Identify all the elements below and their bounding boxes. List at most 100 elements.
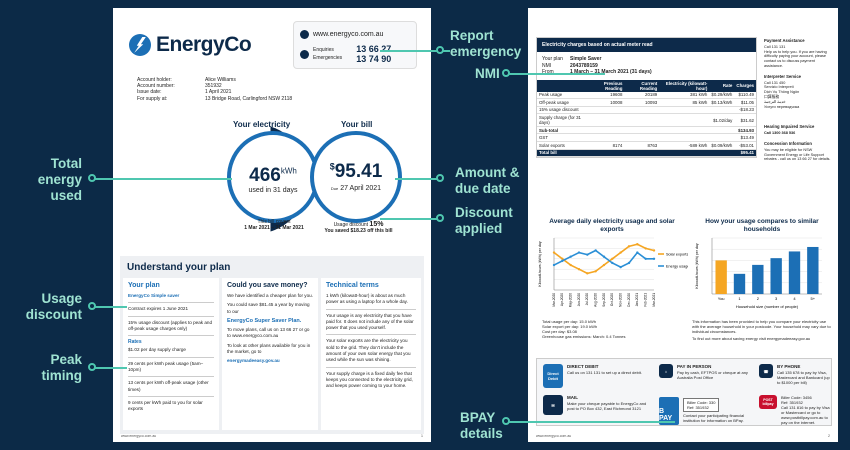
x-tick-label: 1 <box>738 296 741 301</box>
x-tick-label: 3 <box>775 296 778 301</box>
globe-icon <box>300 30 309 39</box>
charges-row: Solar exports 8174 8763 -589 kWh $0.09/kWh -$… <box>537 141 756 150</box>
enquiries-number[interactable]: 13 66 27 <box>356 44 392 54</box>
nmi-value: 2043789159 <box>570 62 598 69</box>
super-saver-plan: EnergyCo Super Saver Plan. <box>227 317 302 324</box>
charges-cell <box>587 106 625 115</box>
bpay-biller-box: Biller Code: 330 Ref: 351932 <box>683 398 720 412</box>
discount-info: Usage discount 15% You saved $18.23 off … <box>311 221 406 234</box>
energymadeeasy-link[interactable]: energymadeeasy.gov.au <box>227 358 280 364</box>
charges-col-header <box>537 79 588 92</box>
callout-line <box>505 421 675 423</box>
rates-heading: Rates <box>128 339 142 346</box>
covers-label: This bill covers <box>257 219 291 225</box>
cheaper-plan-text: We have identified a cheaper plan for yo… <box>227 293 313 298</box>
charges-row: 15% usage discount -$18.23 <box>537 106 756 115</box>
page1-footer-url: www.energyco.com.au <box>121 434 157 438</box>
data-point <box>577 268 581 271</box>
summary-usage: Total usage per day: 15.0 kWh <box>542 319 597 324</box>
callout-line <box>92 178 232 180</box>
in-person-heading: PAY IN PERSON <box>677 364 712 369</box>
bpay-logo: B PAY <box>659 397 679 425</box>
charges-cell: 8174 <box>587 141 625 150</box>
charges-cell <box>624 126 660 135</box>
callout-line <box>92 306 127 308</box>
phone-text: Call 135 678 to pay by Visa, Mastercard … <box>777 370 830 385</box>
brand-name: EnergyCo <box>156 33 252 56</box>
contact-url[interactable]: www.energyco.com.au <box>313 31 384 38</box>
move-plan-text: To move plans, call us on 13 66 27 or go… <box>227 327 310 339</box>
data-point <box>561 257 564 260</box>
understand-plan-section: Understand your plan Your plan EnergyCo … <box>120 256 424 434</box>
phone-option: BY PHONE Call 135 678 to pay by Visa, Ma… <box>777 364 831 385</box>
charges-row: Sub-total $134.93 <box>537 126 756 135</box>
data-point <box>627 245 631 248</box>
callout-dot <box>502 417 510 425</box>
post-text: Call 131 816 to pay by Visa or Mastercar… <box>781 405 830 425</box>
plan-name: EnergyCo Simple saver <box>128 293 180 298</box>
assistance-info: Payment Assistance Call 131 131 Help us … <box>764 38 832 168</box>
post-billpay-logo: POST billpay <box>759 395 777 409</box>
payment-assistance-phone: Call 131 131 <box>764 44 786 49</box>
benchmark-note: This information has been provided to he… <box>692 319 832 341</box>
plan-label: Your plan <box>542 56 563 62</box>
charges-cell <box>624 149 660 158</box>
data-point <box>586 253 589 256</box>
covers-period: 1 Mar 2021 – 31 Mar 2021 <box>244 225 304 231</box>
charges-cell: -589 kWh <box>659 141 710 150</box>
electricity-title: Your electricity <box>233 120 291 129</box>
charges-cell: Off-peak usage <box>537 98 588 107</box>
charges-cell <box>659 149 710 158</box>
charges-cell <box>587 133 625 143</box>
emergencies-number[interactable]: 13 74 90 <box>356 54 392 64</box>
charges-cell: $0.13/kWh <box>709 98 735 107</box>
data-point <box>577 251 581 254</box>
usage-summary: Total usage per day: 15.0 kWh Solar expo… <box>542 319 626 339</box>
charges-col-header: Previous Reading <box>587 79 625 92</box>
callout-dot <box>436 214 444 222</box>
x-tick-label: Mar-2021 <box>652 293 656 307</box>
data-point <box>636 251 639 254</box>
charges-col-header: Rate <box>709 79 735 92</box>
bill-page-front: EnergyCo www.energyco.com.au Enquiries E… <box>113 8 431 442</box>
charges-cell: $13.49 <box>734 133 756 143</box>
mail-heading: MAIL <box>567 395 578 400</box>
in-person-icon: ⌂ <box>659 364 673 378</box>
charges-cell: $0.29/kWh <box>709 91 735 100</box>
charges-cell <box>587 149 625 158</box>
callout-dot <box>88 363 96 371</box>
charges-cell <box>709 106 735 115</box>
charges-row: Total bill $95.41 <box>537 149 756 158</box>
charges-cell: $11.05 <box>734 98 756 107</box>
charges-cell: $0.09/kWh <box>709 141 735 150</box>
callout-line <box>505 73 605 75</box>
data-point <box>569 263 572 267</box>
discount-percent: 15% <box>369 221 384 228</box>
x-tick-label: Dec-2020 <box>627 293 631 307</box>
data-point <box>611 257 614 260</box>
bill-amount-circle: $95.41 Due 27 April 2021 <box>310 131 402 223</box>
payment-assistance-text: Help us to help you. If you are having d… <box>764 49 827 68</box>
callout-usage-discount: Usage discount <box>25 291 82 322</box>
charges-cell <box>659 113 710 127</box>
charges-cell: Sub-total <box>537 126 588 135</box>
direct-debit-icon: Direct Debit <box>543 364 563 388</box>
data-point <box>594 270 597 273</box>
summary-emissions: Greenhouse gas emissions: March: 0.4 Ton… <box>542 334 626 339</box>
bar <box>770 258 782 294</box>
charges-cell: -$53.01 <box>734 141 756 150</box>
energyco-logo: EnergyCo <box>129 33 252 57</box>
charges-cell: $134.93 <box>734 126 756 135</box>
rate-offpeak: 13 cents per kWh off-peak usage (other t… <box>128 380 209 392</box>
benchmark-note-text: This information has been provided to he… <box>692 319 831 334</box>
bill-amount: $95.41 <box>314 161 398 183</box>
term-kwh: 1 kWh (kilowatt-hour) is about as much p… <box>326 293 408 305</box>
charges-cell <box>624 106 660 115</box>
benchmark-note-link: To find out more about saving energy vis… <box>692 336 811 341</box>
charges-cell: Peak usage <box>537 91 588 100</box>
x-tick-label: Apr-2020 <box>560 293 564 306</box>
interpreter-phone: Call 131 450 <box>764 80 786 85</box>
charges-cell: Total bill <box>537 149 588 158</box>
callout-dot <box>436 174 444 182</box>
charges-cell <box>709 133 735 143</box>
